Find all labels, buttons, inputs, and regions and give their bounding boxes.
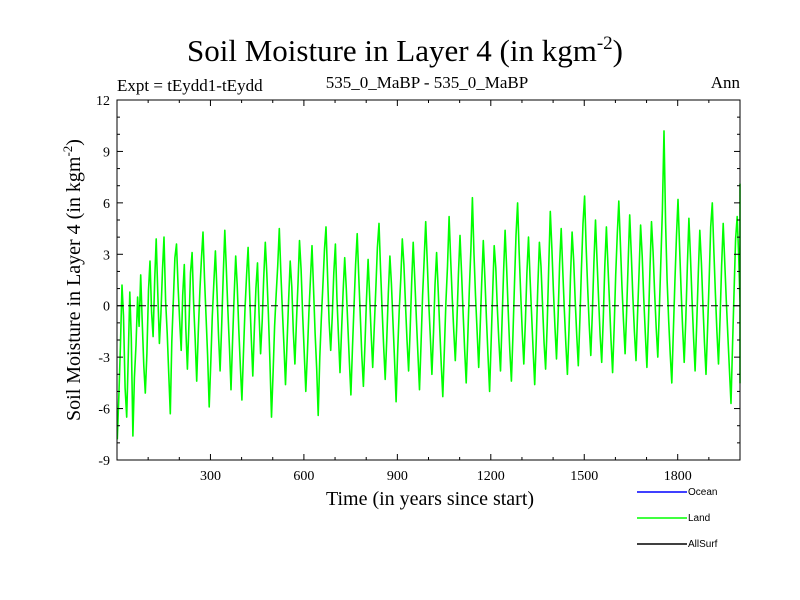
y-tick-label: 12 bbox=[96, 94, 110, 109]
axis-ticks bbox=[117, 99, 740, 461]
y-tick-label: -9 bbox=[98, 454, 110, 469]
x-tick-label: 1200 bbox=[477, 469, 505, 484]
legend-ocean-label: Ocean bbox=[688, 487, 717, 498]
chart-title: Soil Moisture in Layer 4 (in kgm-2) bbox=[187, 33, 623, 68]
legend-allsurf-label: AllSurf bbox=[688, 539, 718, 550]
y-tick-label: 0 bbox=[103, 300, 110, 315]
axis-tick-labels: -9 -6 -3 0 3 6 9 12 300 600 900 1200 1500 1800 bbox=[96, 94, 692, 484]
legend-land-label: Land bbox=[688, 513, 710, 524]
subtitle-season: Ann bbox=[711, 73, 741, 92]
y-tick-label: 6 bbox=[103, 197, 110, 212]
y-tick-label: 9 bbox=[103, 145, 110, 160]
x-axis-label: Time (in years since start) bbox=[326, 488, 534, 510]
subtitle-period: 535_0_MaBP - 535_0_MaBP bbox=[326, 73, 528, 92]
x-tick-label: 1800 bbox=[664, 469, 692, 484]
y-axis-label: Soil Moisture in Layer 4 (in kgm-2) bbox=[60, 139, 85, 421]
land-series-group bbox=[116, 130, 741, 440]
y-tick-label: -6 bbox=[98, 403, 110, 418]
x-tick-label: 900 bbox=[387, 469, 408, 484]
y-tick-label: -3 bbox=[98, 351, 110, 366]
x-tick-label: 300 bbox=[200, 469, 221, 484]
x-tick-label: 600 bbox=[293, 469, 314, 484]
land-series-line bbox=[116, 130, 741, 440]
legend: Ocean Land AllSurf bbox=[637, 487, 718, 550]
y-tick-label: 3 bbox=[103, 248, 110, 263]
subtitle-experiment: Expt = tEydd1-tEydd bbox=[117, 76, 263, 95]
x-tick-label: 1500 bbox=[570, 469, 598, 484]
